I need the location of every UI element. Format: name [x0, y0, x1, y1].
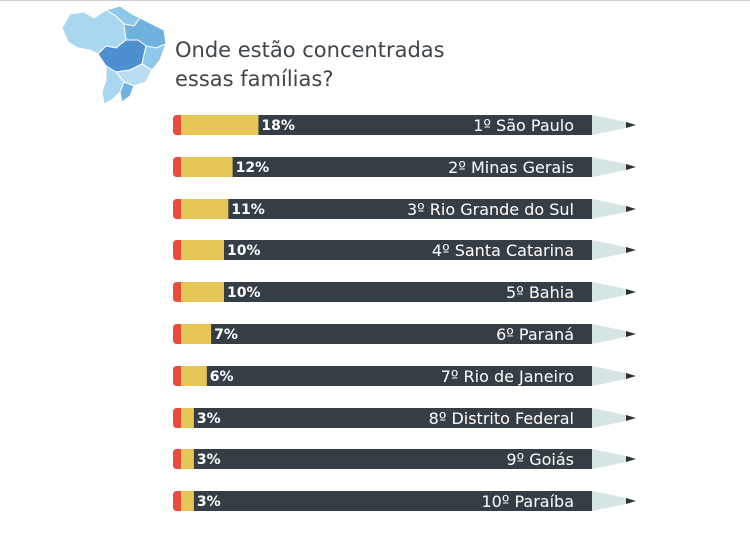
pencil-tip-lead: [626, 498, 636, 504]
pencil-tip-wood: [592, 324, 626, 344]
pencil-eraser: [173, 491, 181, 511]
bar-category-label: 10º Paraíba: [481, 492, 574, 511]
pencil-eraser: [173, 199, 181, 219]
chart-title: Onde estão concentradas essas famílias?: [175, 36, 445, 94]
pencil-tip-wood: [592, 366, 626, 386]
pencil-tip-wood: [592, 199, 626, 219]
pencil-tip-lead: [626, 456, 636, 462]
brazil-map-icon: [61, 5, 167, 105]
pencil-tip-wood: [592, 115, 626, 135]
pencil-eraser: [173, 324, 181, 344]
pencil-tip-wood: [592, 157, 626, 177]
bar-value-label: 7%: [214, 327, 238, 343]
bar-category-label: 1º São Paulo: [473, 116, 574, 135]
pencil-body: [181, 491, 592, 511]
pencil-tip-lead: [626, 415, 636, 421]
bar-fill: [181, 491, 194, 511]
bar-fill: [181, 199, 229, 219]
bar-value-label: 18%: [261, 118, 295, 134]
title-line-1: Onde estão concentradas: [175, 38, 445, 62]
bar-fill: [181, 240, 224, 260]
pencil-eraser: [173, 449, 181, 469]
bar-value-label: 3%: [197, 494, 221, 510]
pencil-tip-wood: [592, 491, 626, 511]
pencil-tip-wood: [592, 408, 626, 428]
pencil-tip-lead: [626, 373, 636, 379]
bar-value-label: 12%: [236, 160, 270, 176]
bar-fill: [181, 366, 207, 386]
bar-fill: [181, 324, 212, 344]
pencil-eraser: [173, 408, 181, 428]
bar-category-label: 5º Bahia: [506, 283, 574, 302]
bar-value-label: 10%: [227, 243, 261, 259]
pencil-tip-wood: [592, 240, 626, 260]
pencil-body: [181, 240, 592, 260]
pencil-eraser: [173, 240, 181, 260]
pencil-body: [181, 115, 592, 135]
bar-value-label: 10%: [227, 285, 261, 301]
pencil-tip-wood: [592, 449, 626, 469]
bar-fill: [181, 115, 259, 135]
bar-category-label: 6º Paraná: [496, 325, 574, 344]
pencil-eraser: [173, 366, 181, 386]
pencil-body: [181, 282, 592, 302]
bar-category-label: 4º Santa Catarina: [432, 241, 574, 260]
pencil-body: [181, 449, 592, 469]
bar-category-label: 7º Rio de Janeiro: [441, 367, 574, 386]
bar-category-label: 8º Distrito Federal: [429, 409, 574, 428]
bar-fill: [181, 157, 233, 177]
pencil-eraser: [173, 282, 181, 302]
pencil-body: [181, 324, 592, 344]
pencil-tip-lead: [626, 206, 636, 212]
pencil-body: [181, 366, 592, 386]
pencil-tip-lead: [626, 247, 636, 253]
bar-value-label: 6%: [210, 369, 234, 385]
pencil-tip-lead: [626, 331, 636, 337]
pencil-body: [181, 199, 592, 219]
top-divider: [0, 0, 750, 1]
bar-value-label: 3%: [197, 452, 221, 468]
pencil-body: [181, 408, 592, 428]
bar-category-label: 3º Rio Grande do Sul: [407, 200, 574, 219]
pencil-body: [181, 157, 592, 177]
pencil-tip-lead: [626, 122, 636, 128]
pencil-eraser: [173, 115, 181, 135]
bar-fill: [181, 408, 194, 428]
bar-value-label: 3%: [197, 411, 221, 427]
bar-category-label: 9º Goiás: [506, 450, 574, 469]
pencil-tip-wood: [592, 282, 626, 302]
bar-fill: [181, 282, 224, 302]
pencil-eraser: [173, 157, 181, 177]
bar-value-label: 11%: [231, 202, 265, 218]
title-line-2: essas famílias?: [175, 67, 334, 91]
bar-category-label: 2º Minas Gerais: [448, 158, 574, 177]
bar-fill: [181, 449, 194, 469]
pencil-tip-lead: [626, 164, 636, 170]
pencil-tip-lead: [626, 289, 636, 295]
